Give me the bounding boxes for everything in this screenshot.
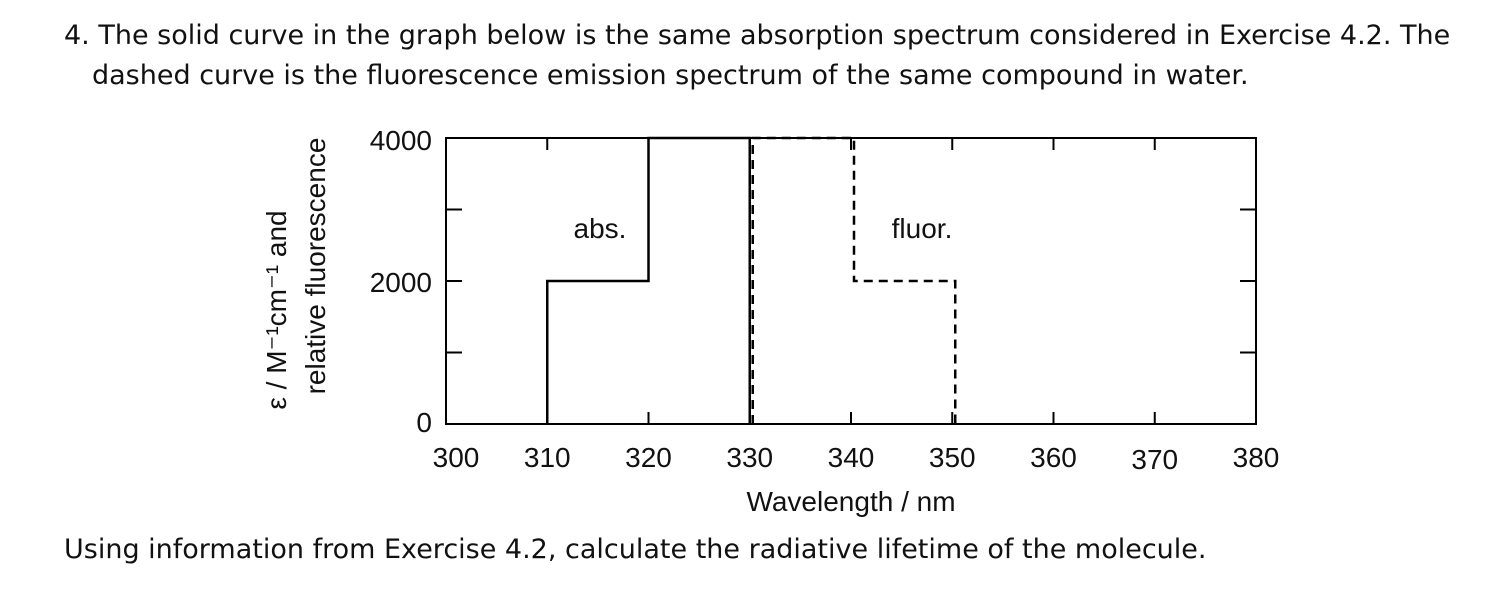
y-tick-labels: 0 2000 4000 <box>370 125 432 438</box>
x-tick-label: 300 <box>433 442 480 473</box>
x-tick-label: 370 <box>1131 444 1178 475</box>
y-tick-label: 2000 <box>370 267 432 298</box>
question-text-line1: 4. The solid curve in the graph below is… <box>64 20 1451 51</box>
x-tick-label: 330 <box>726 442 773 473</box>
question-text-line2: dashed curve is the fluorescence emissio… <box>92 60 1249 91</box>
abs-series-label: abs. <box>574 213 627 244</box>
series-labels: abs. fluor. <box>574 213 953 244</box>
x-tick-labels: 300 310 320 330 340 350 360 370 380 <box>433 442 1280 475</box>
fluor-series-label: fluor. <box>892 213 953 244</box>
y-axis-label-line1: relative fluorescence <box>300 138 331 395</box>
y-axis-label-line2: ε / M⁻¹cm⁻¹ and <box>261 210 292 409</box>
x-tick-label: 310 <box>524 442 571 473</box>
x-tick-label: 320 <box>625 442 672 473</box>
fluorescence-series-line <box>751 136 957 424</box>
series-lines <box>546 136 957 424</box>
x-tick-label: 340 <box>828 442 875 473</box>
y-tick-label: 0 <box>416 407 432 438</box>
x-axis-label: Wavelength / nm <box>746 486 955 517</box>
y-tick-label: 4000 <box>370 125 432 156</box>
x-tick-label: 380 <box>1233 442 1280 473</box>
question-text-line3: Using information from Exercise 4.2, cal… <box>64 534 1207 565</box>
x-tick-label: 350 <box>929 442 976 473</box>
absorption-series-line <box>546 136 751 424</box>
x-tick-label: 360 <box>1030 442 1077 473</box>
